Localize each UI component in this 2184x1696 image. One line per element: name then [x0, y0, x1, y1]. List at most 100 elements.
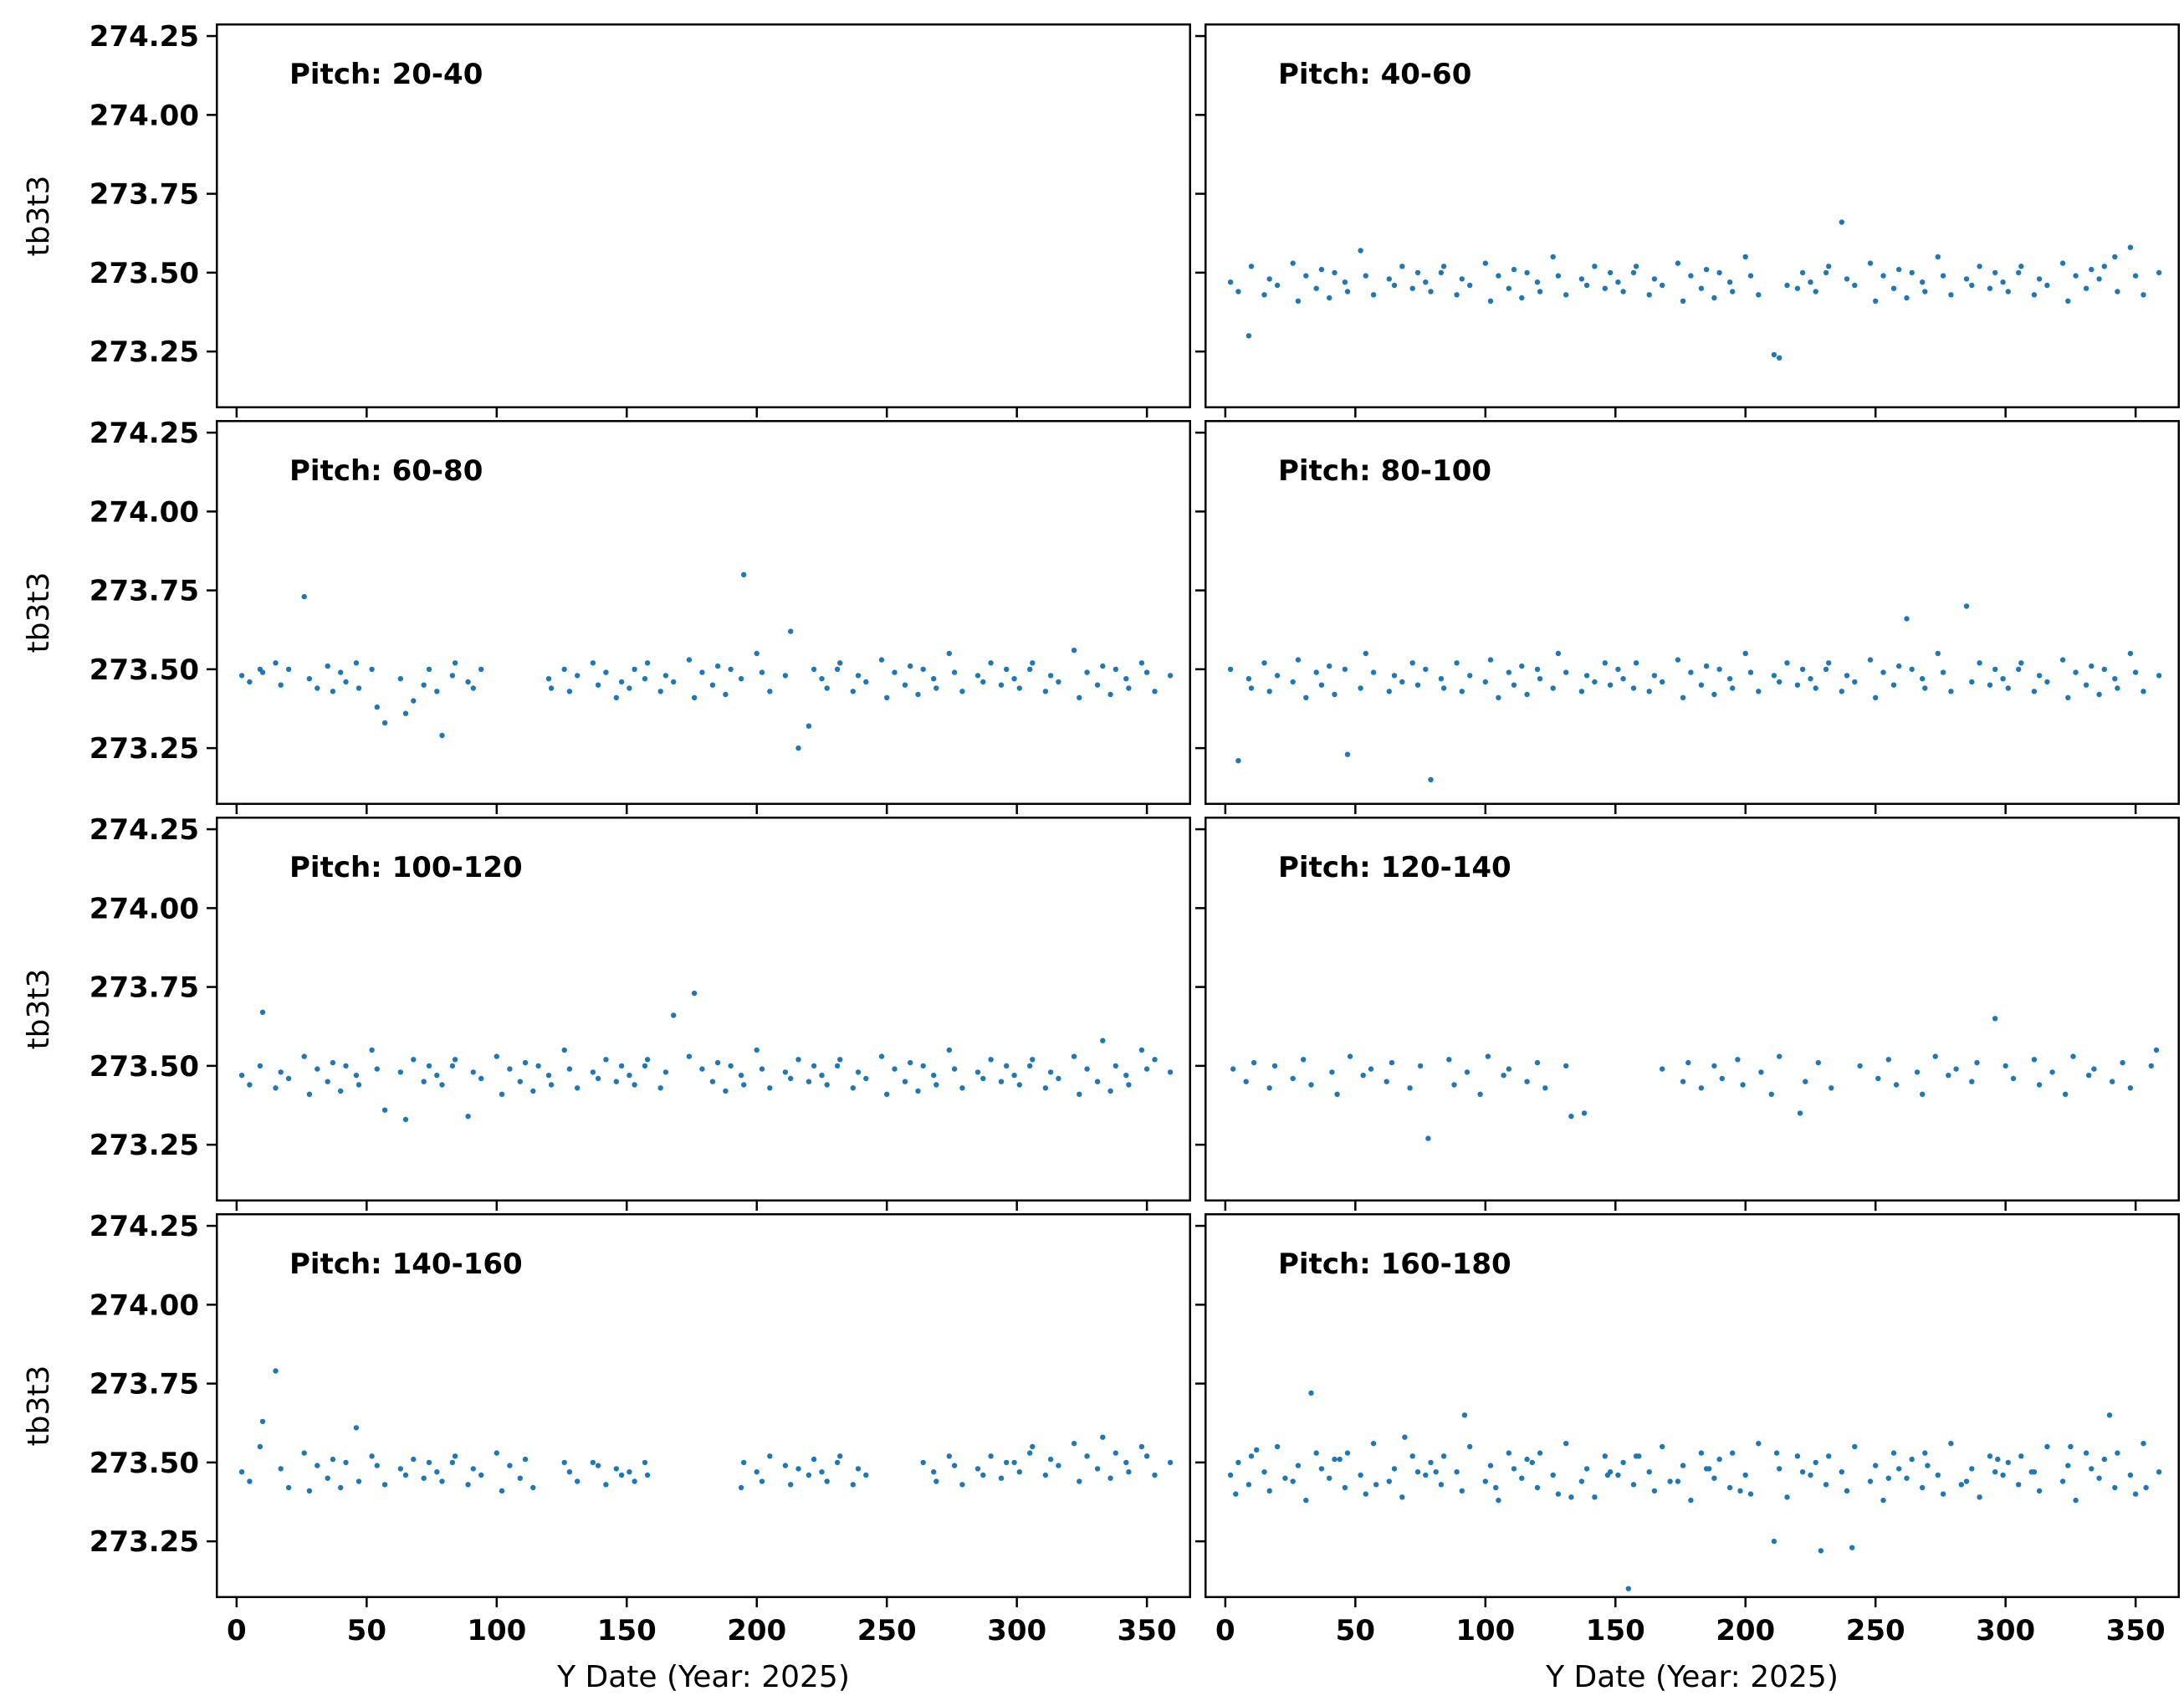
scatter-point [759, 1066, 765, 1072]
plot-frame [1205, 817, 2180, 1202]
scatter-point [449, 1063, 456, 1069]
scatter-point [1402, 1434, 1408, 1440]
x-tick-label: 350 [2106, 1614, 2166, 1647]
scatter-point [1047, 1456, 1054, 1463]
scatter-point [1303, 1497, 1309, 1504]
scatter-point [575, 1478, 581, 1484]
panel-pitch-40-60: Pitch: 40-60 [1195, 23, 2180, 418]
scatter-point [662, 1069, 669, 1075]
scatter-point [618, 679, 625, 685]
scatter-point [1303, 694, 1309, 700]
scatter-point [754, 1469, 760, 1475]
scatter-point [1740, 1082, 1746, 1088]
scatter-point [1248, 264, 1255, 269]
scatter-point [1454, 292, 1460, 298]
scatter-point [2132, 1491, 2139, 1497]
scatter-point [723, 691, 729, 698]
scatter-point [1698, 1450, 1705, 1456]
scatter-point [671, 1012, 677, 1018]
scatter-point [2089, 663, 2094, 669]
scatter-point [892, 669, 898, 675]
plot-area: Pitch: 80-100 [1195, 420, 2180, 814]
scatter-point [2096, 1475, 2102, 1481]
plot-frame [216, 23, 1191, 408]
scatter-point [657, 689, 663, 694]
scatter-point [561, 1047, 567, 1053]
scatter-point [278, 682, 284, 688]
scatter-point [1969, 1079, 1975, 1084]
scatter-point [824, 685, 830, 691]
scatter-point [1922, 685, 1928, 691]
scatter-point [644, 1057, 651, 1063]
y-tick-label: 274.25 [90, 1210, 199, 1243]
scatter-point [2005, 289, 2011, 295]
scatter-point [1461, 1412, 1468, 1418]
scatter-point [2016, 269, 2022, 276]
scatter-point [1274, 1443, 1281, 1450]
scatter-point [530, 1088, 536, 1094]
scatter-point [759, 669, 765, 675]
scatter-point [714, 1059, 721, 1066]
scatter-point [1417, 1063, 1424, 1069]
scatter-point [1266, 276, 1272, 282]
scatter-point [343, 679, 349, 685]
scatter-point [2059, 657, 2066, 663]
scatter-point [2000, 1472, 2006, 1478]
scatter-point [980, 679, 986, 685]
scatter-point [1414, 269, 1421, 276]
scatter-point [434, 1469, 440, 1475]
y-tick-label: 273.75 [90, 971, 199, 1005]
scatter-point [1077, 1091, 1082, 1097]
scatter-point [1909, 666, 1915, 673]
scatter-point [278, 1069, 284, 1075]
scatter-point [1030, 660, 1036, 666]
scatter-point [2089, 1466, 2094, 1472]
scatter-point [355, 1082, 362, 1088]
scatter-point [632, 1082, 637, 1088]
scatter-point [1027, 666, 1033, 673]
scatter-point [338, 1484, 344, 1491]
scatter-point [603, 1057, 609, 1063]
scatter-point [1711, 691, 1717, 698]
scatter-point [738, 676, 744, 682]
scatter-point [301, 593, 307, 600]
scatter-point [642, 1063, 648, 1069]
scatter-point [959, 689, 965, 694]
scatter-point [1747, 273, 1754, 279]
scatter-point [1794, 285, 1801, 291]
scatter-point [1329, 1069, 1335, 1075]
scatter-point [1370, 1441, 1377, 1447]
scatter-point [397, 1069, 403, 1075]
scatter-point [1852, 282, 1858, 289]
scatter-point [278, 1466, 284, 1472]
scatter-point [1630, 269, 1637, 276]
scatter-point [632, 1478, 637, 1484]
scatter-point [1524, 691, 1530, 698]
scatter-point [1742, 254, 1748, 260]
scatter-point [642, 1459, 648, 1466]
scatter-point [1094, 1466, 1101, 1472]
scatter-point [1414, 1469, 1421, 1475]
scatter-point [1467, 1443, 1473, 1450]
scatter-point [1615, 279, 1621, 285]
scatter-point [2005, 1459, 2011, 1466]
y-axis-label: tb3t3 [22, 572, 56, 653]
scatter-point [1904, 616, 1910, 622]
scatter-point [738, 1073, 744, 1079]
scatter-point [1948, 689, 1954, 694]
scatter-point [1885, 1057, 1891, 1063]
scatter-point [1358, 248, 1363, 254]
scatter-point [1318, 1466, 1325, 1472]
scatter-point [662, 673, 669, 679]
scatter-point [2073, 1497, 2079, 1504]
scatter-point [2059, 1478, 2066, 1484]
scatter-point [2127, 650, 2134, 657]
scatter-point [1688, 1497, 1694, 1504]
scatter-point [2016, 1482, 2022, 1488]
x-tick-label: 350 [1118, 1614, 1177, 1647]
scatter-point [1386, 1478, 1392, 1484]
scatter-point [315, 1463, 320, 1468]
scatter-point [1524, 1079, 1530, 1084]
scatter-point [374, 1066, 380, 1072]
scatter-point [1813, 289, 1818, 295]
